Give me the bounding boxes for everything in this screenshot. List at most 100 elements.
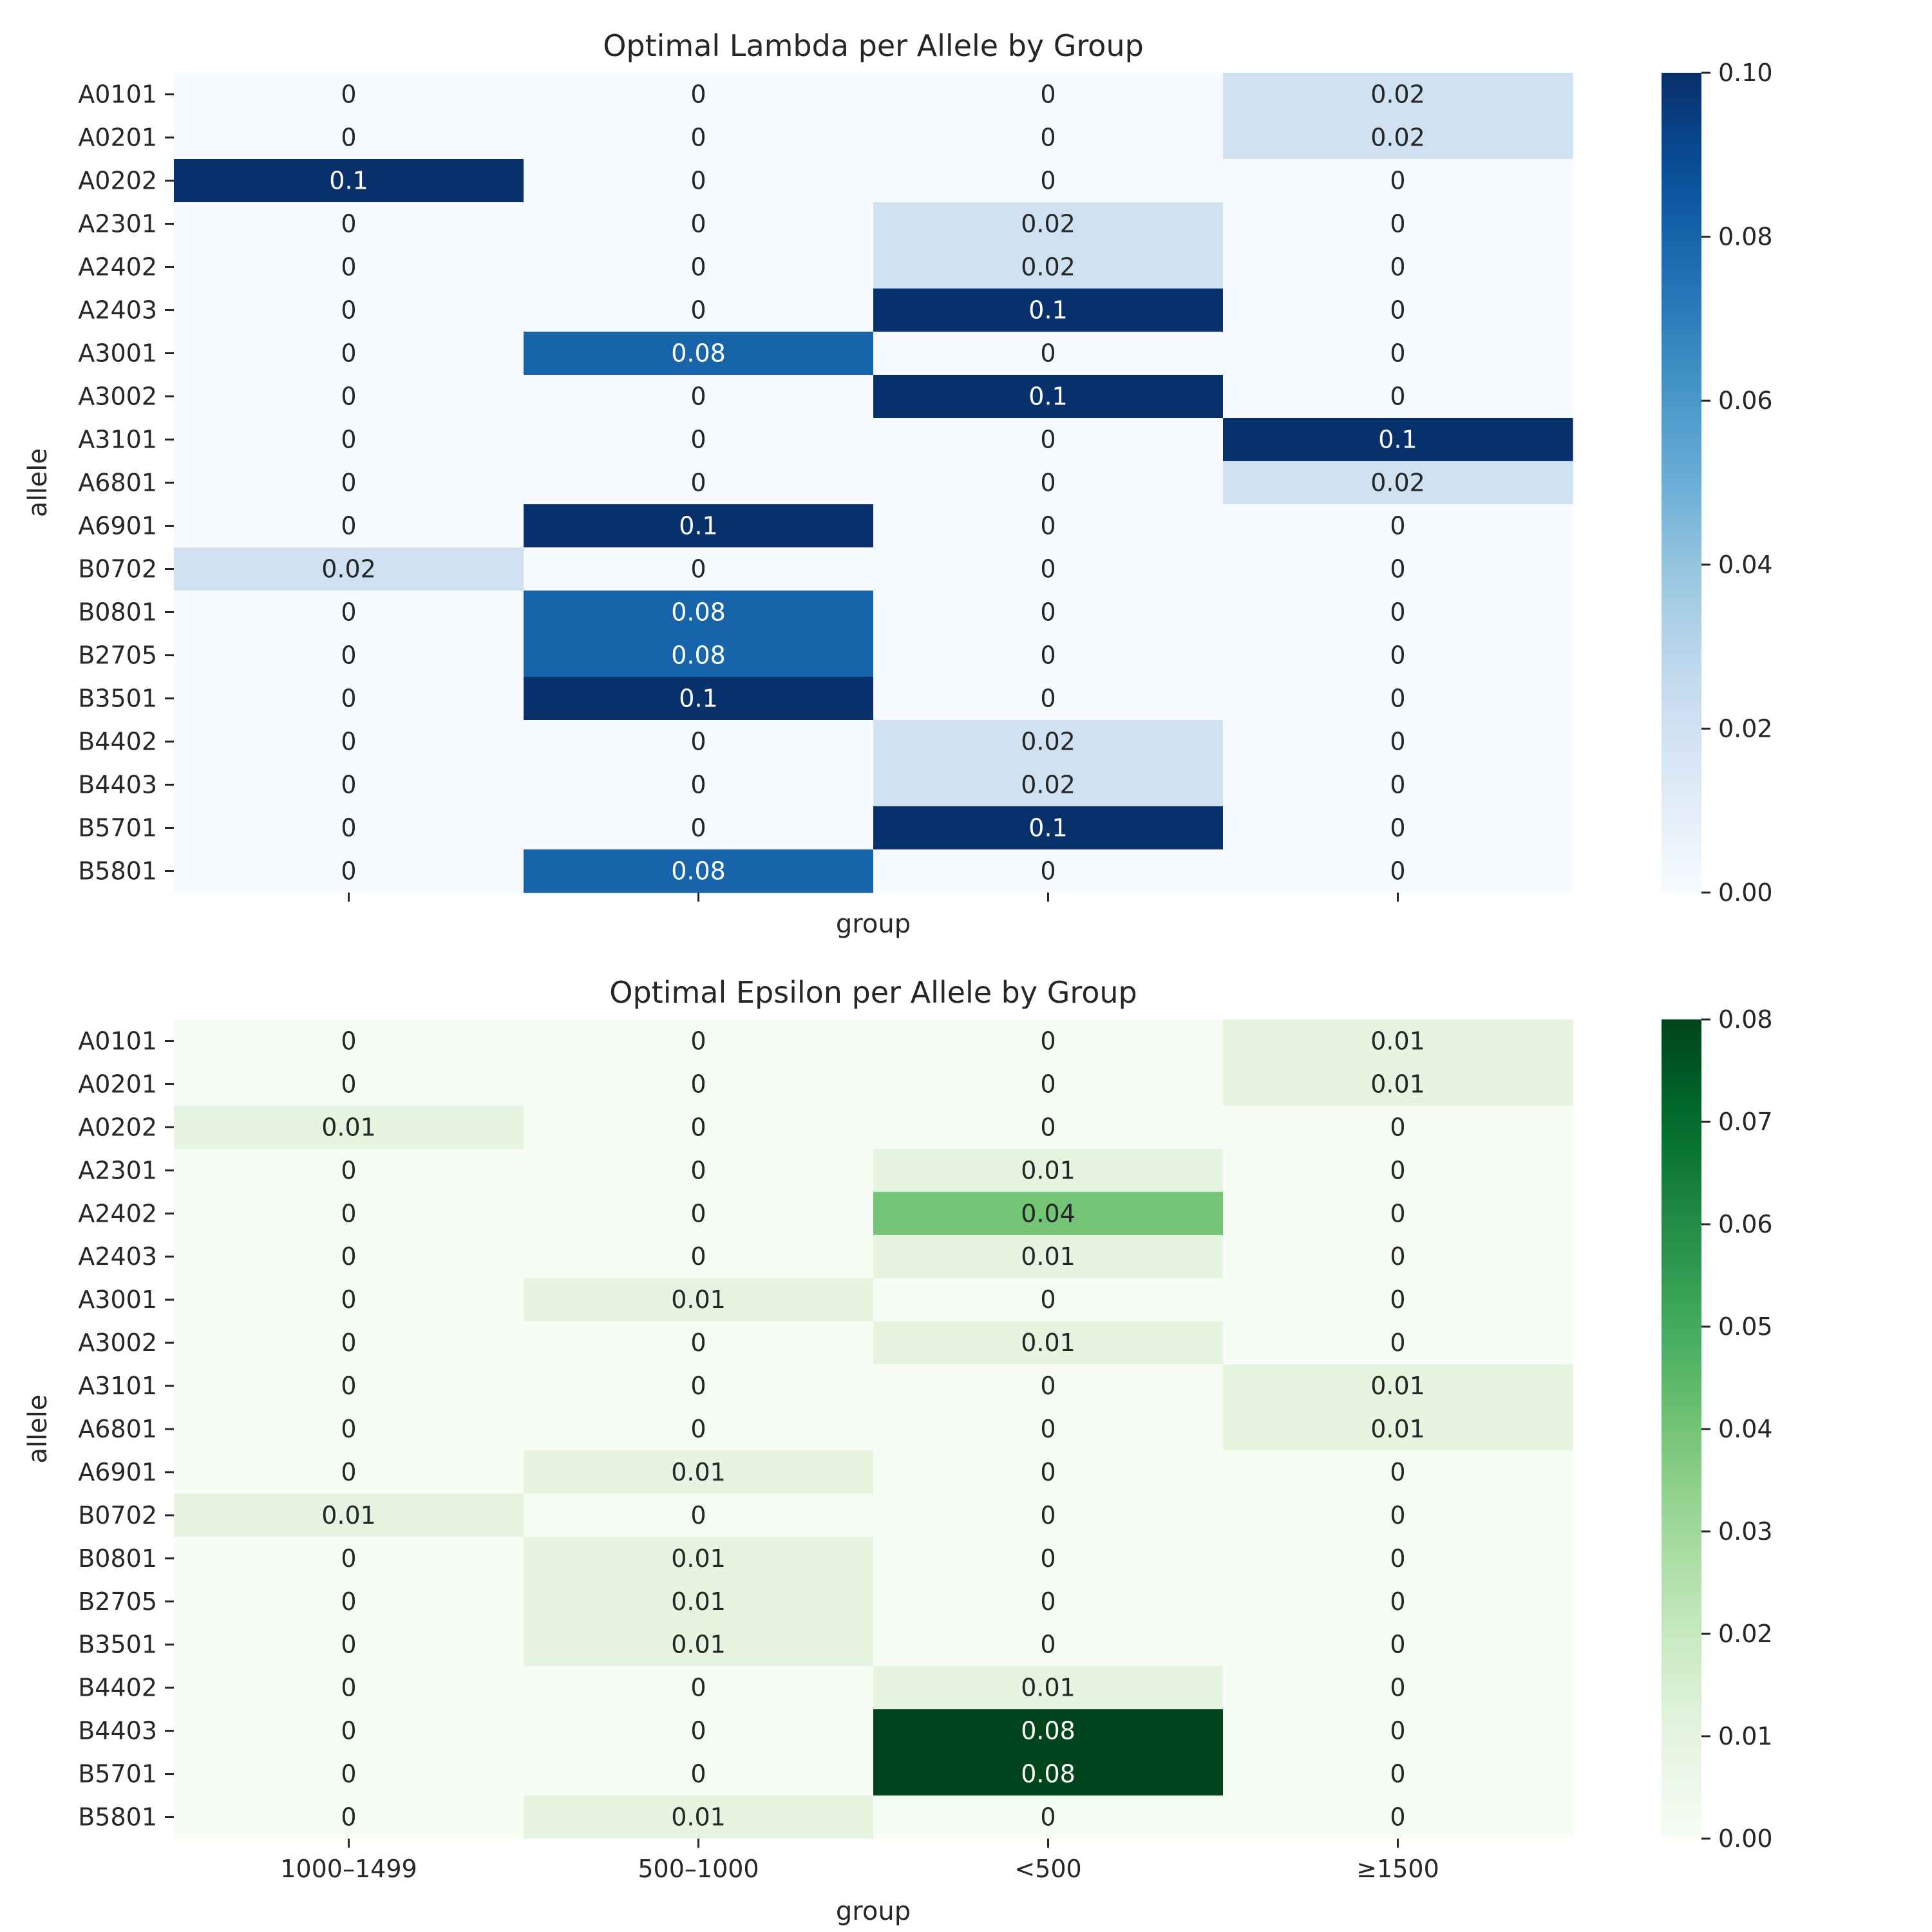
cell-value-label: 0 (1040, 124, 1056, 152)
y-tick-label: A0201 (78, 1070, 157, 1098)
cell-value-label: 0.1 (1378, 426, 1417, 454)
heatmap-cell (873, 202, 1224, 246)
heatmap-cell (873, 1407, 1224, 1452)
colorbar (1662, 1019, 1701, 1839)
heatmap-cell (1223, 1062, 1573, 1106)
heatmap-cell (873, 1321, 1224, 1365)
heatmap-cell (1223, 332, 1573, 375)
cell-value-label: 0 (1040, 1501, 1056, 1530)
cell-value-label: 0 (690, 771, 706, 799)
cell-value-label: 0 (1390, 555, 1405, 583)
heatmap-cell (524, 849, 874, 893)
heatmap-cell (174, 159, 524, 203)
cell-value-label: 0.01 (671, 1631, 726, 1659)
cell-value-label: 0 (341, 1156, 356, 1184)
colorbar-tick-label: 0.08 (1718, 223, 1773, 251)
heatmap-cell (1223, 1795, 1573, 1839)
heatmap-cell (524, 1407, 874, 1452)
cell-value-label: 0.02 (1370, 80, 1425, 109)
heatmap-cell (1223, 1537, 1573, 1580)
heatmap-cell (174, 1493, 524, 1537)
heatmap-cell (873, 849, 1224, 893)
heatmap-cell (1223, 1407, 1573, 1452)
cell-value-label: 0.01 (1370, 1027, 1425, 1055)
heatmap-cell (873, 504, 1224, 548)
heatmap-cell (174, 1235, 524, 1279)
heatmap-cell (174, 1450, 524, 1495)
cell-value-label: 0 (1390, 771, 1405, 799)
cell-value-label: 0 (341, 1242, 356, 1271)
heatmap-cell (174, 763, 524, 807)
heatmap-cell (873, 1019, 1224, 1063)
y-tick-label: A0201 (78, 124, 157, 152)
colorbar-tick-label: 0.04 (1718, 551, 1773, 579)
heatmap-cell (1223, 763, 1573, 807)
y-tick-label: B3501 (78, 685, 157, 713)
heatmap-cell (174, 720, 524, 764)
heatmap-cell (174, 1407, 524, 1452)
heatmap-cell (873, 1062, 1224, 1106)
cell-value-label: 0 (341, 80, 356, 109)
cell-value-label: 0 (1390, 728, 1405, 756)
colorbar-tick-label: 0.06 (1718, 1210, 1773, 1238)
cell-value-label: 0 (341, 1760, 356, 1788)
heatmap-cell (524, 1278, 874, 1322)
cell-value-label: 0 (690, 80, 706, 109)
colorbar-tick-label: 0.10 (1718, 59, 1773, 87)
heatmap-cell (174, 1148, 524, 1193)
heatmap-cell (174, 849, 524, 893)
cell-value-label: 0 (341, 1458, 356, 1486)
heatmap-cell (524, 1364, 874, 1408)
heatmap-cell (174, 461, 524, 505)
cell-value-label: 0 (690, 1760, 706, 1788)
heatmap-cell (174, 245, 524, 289)
heatmap-cell (873, 1450, 1224, 1495)
cell-value-label: 0 (341, 512, 356, 540)
heatmap-cell (174, 591, 524, 634)
heatmap-cell (174, 418, 524, 462)
cell-value-label: 0.04 (1021, 1199, 1075, 1227)
cell-value-label: 0 (1390, 1113, 1405, 1141)
heatmap-cell (174, 202, 524, 246)
chart-title: Optimal Lambda per Allele by Group (603, 28, 1144, 63)
cell-value-label: 0 (690, 469, 706, 497)
cell-value-label: 0 (341, 1199, 356, 1227)
y-tick-label: B3501 (78, 1631, 157, 1659)
heatmap-cell (524, 1752, 874, 1796)
y-tick-label: B4403 (78, 771, 157, 799)
heatmap-cell (524, 418, 874, 462)
cell-value-label: 0 (690, 1027, 706, 1055)
y-tick-label: B2705 (78, 1587, 157, 1616)
cell-value-label: 0 (341, 1415, 356, 1443)
cell-value-label: 0 (1390, 685, 1405, 713)
x-tick-label: ≥1500 (1356, 1855, 1439, 1883)
heatmap-cell (174, 1537, 524, 1580)
cell-value-label: 0 (690, 814, 706, 842)
heatmap-cell (174, 1364, 524, 1408)
heatmap-cell (1223, 1148, 1573, 1193)
heatmap-panel-2: 0 0 0 0.01 0 0 0 0.01 0.01 0 0 0 0 0 0.01 0 0 0 0.04 0 0 0 0.0… (23, 975, 1773, 1926)
heatmap-cell (1223, 289, 1573, 332)
cell-value-label: 0 (1390, 1717, 1405, 1745)
heatmap-cell (524, 1493, 874, 1537)
y-tick-label: A3002 (78, 383, 157, 411)
x-tick-label: 500–1000 (638, 1855, 759, 1883)
cell-value-label: 0 (341, 1717, 356, 1745)
cell-value-label: 0.02 (1370, 469, 1425, 497)
heatmap-cell (1223, 73, 1573, 117)
cell-value-label: 0 (690, 1674, 706, 1702)
heatmap-cell (524, 461, 874, 505)
y-tick-label: A0101 (78, 1027, 157, 1055)
cell-value-label: 0 (1390, 512, 1405, 540)
heatmap-cell (873, 159, 1224, 203)
heatmap-cell (524, 202, 874, 246)
heatmap-cell (524, 547, 874, 591)
y-tick-label: A3001 (78, 1285, 157, 1314)
cell-value-label: 0.02 (1021, 253, 1075, 281)
cell-value-label: 0 (341, 1070, 356, 1098)
heatmap-cell (873, 1666, 1224, 1710)
cell-value-label: 0 (1390, 1458, 1405, 1486)
heatmap-cell (174, 504, 524, 548)
cell-value-label: 0 (341, 1372, 356, 1400)
